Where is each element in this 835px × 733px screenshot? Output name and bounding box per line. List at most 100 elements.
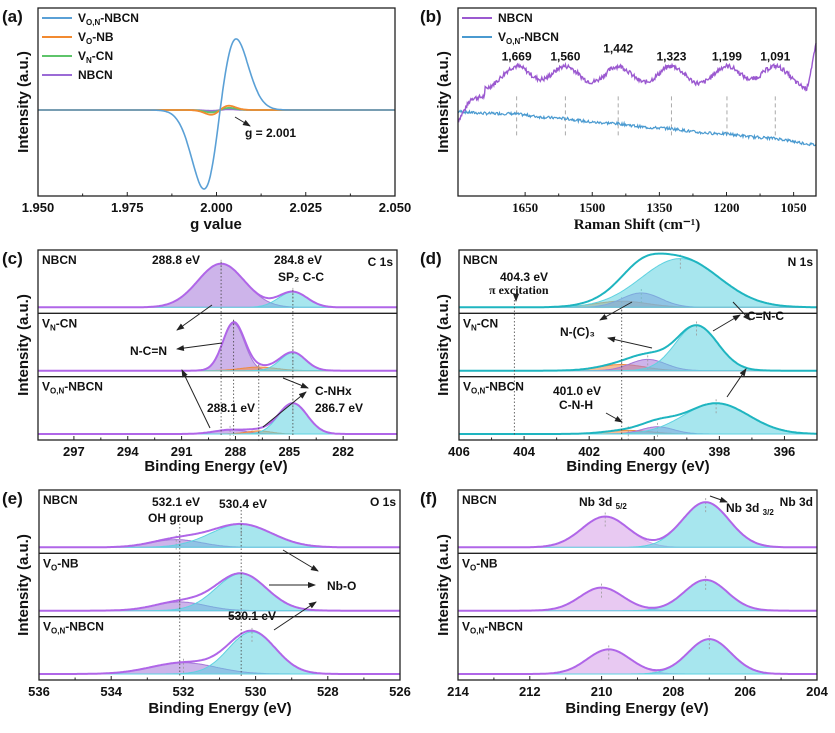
x-axis: 1650 1500 1350 1200 1050 bbox=[512, 192, 807, 215]
annotation-arrow bbox=[599, 301, 633, 321]
x-tick-label: 528 bbox=[317, 684, 339, 699]
annotation-arrow bbox=[732, 301, 751, 321]
envelope-line bbox=[38, 402, 397, 435]
annotation-arrow bbox=[605, 412, 623, 423]
x-axis-label: Binding Energy (eV) bbox=[565, 700, 708, 717]
x-tick-label: 208 bbox=[663, 684, 685, 699]
plot-frame bbox=[457, 7, 817, 197]
panel-a: (a) 1.950 1.975 2.000 2.025 2.050 g value In… bbox=[2, 7, 411, 233]
legend-label: NBCN bbox=[78, 68, 113, 82]
peak-labels: 1,669 1,560 1,442 1,323 1,199 1,091 bbox=[502, 42, 791, 64]
sample-label: VO,N-NBCN bbox=[43, 620, 104, 636]
x-tick-label: 534 bbox=[100, 684, 122, 699]
panel-label: (f) bbox=[420, 489, 437, 508]
x-tick-label: 214 bbox=[447, 684, 469, 699]
annotation-arrow bbox=[709, 495, 728, 503]
annotation-arrow bbox=[607, 336, 653, 349]
x-tick-label: 404 bbox=[513, 444, 535, 459]
annotation: C=N-C bbox=[747, 309, 784, 323]
plot-area bbox=[38, 38, 395, 190]
x-tick-label: 526 bbox=[389, 684, 411, 699]
y-axis-label: Intensity (a.u.) bbox=[15, 294, 32, 396]
annotation-nb3d52: Nb 3d 5/2 bbox=[579, 495, 627, 511]
legend-label: VO,N-NBCN bbox=[78, 11, 139, 27]
plot-area: NBCN VO-NB VO,N-NBCN bbox=[458, 493, 817, 675]
sample-label: VO-NB bbox=[462, 556, 498, 572]
x-tick-label: 1350 bbox=[646, 200, 672, 215]
plot-area: NBCN VN-CN VO,N-NBCN bbox=[459, 252, 818, 441]
x-tick-label: 1650 bbox=[512, 200, 538, 215]
peak-fill bbox=[459, 358, 817, 372]
peak-fill bbox=[458, 515, 817, 548]
plot-frame bbox=[37, 249, 398, 441]
plot-area: NBCN VO-NB VO,N-NBCN bbox=[39, 493, 400, 676]
x-tick-label: 406 bbox=[448, 444, 470, 459]
x-tick-label: 212 bbox=[519, 684, 541, 699]
sample-label: VN-CN bbox=[42, 316, 77, 332]
x-axis: 406 404 402 400 398 396 bbox=[448, 436, 795, 459]
annotation: 530.4 eV bbox=[219, 497, 267, 511]
annotation: 401.0 eV bbox=[553, 384, 601, 398]
x-axis-label: Binding Energy (eV) bbox=[148, 700, 291, 717]
peak-fill bbox=[38, 323, 397, 372]
panel-label: (d) bbox=[420, 249, 442, 268]
envelope-line bbox=[459, 252, 817, 309]
annotation-nb3d32: Nb 3d 3/2 bbox=[726, 501, 774, 517]
annotation: SP₂ C-C bbox=[278, 270, 324, 284]
legend: NBCN VO,N-NBCN bbox=[462, 11, 559, 46]
x-axis-label: Binding Energy (eV) bbox=[566, 458, 709, 475]
panel-title: C 1s bbox=[368, 255, 394, 269]
x-tick-label: 532 bbox=[173, 684, 195, 699]
envelope-line bbox=[39, 572, 400, 612]
annotation: 288.1 eV bbox=[207, 401, 255, 415]
annotation: 404.3 eV bbox=[500, 270, 548, 284]
x-tick-label: 398 bbox=[709, 444, 731, 459]
sample-label: NBCN bbox=[42, 253, 77, 267]
sample-label: NBCN bbox=[463, 253, 498, 267]
x-tick-label: 204 bbox=[806, 684, 828, 699]
x-tick-label: 1.950 bbox=[22, 200, 55, 215]
panel-label: (a) bbox=[2, 7, 23, 26]
panel-title: O 1s bbox=[370, 495, 396, 509]
x-tick-label: 2.025 bbox=[289, 200, 322, 215]
envelope-line bbox=[38, 262, 397, 309]
x-tick-label: 297 bbox=[63, 444, 85, 459]
panel-label: (c) bbox=[2, 249, 23, 268]
x-tick-label: 536 bbox=[28, 684, 50, 699]
sample-label: VO,N-NBCN bbox=[463, 380, 524, 396]
x-tick-label: 206 bbox=[734, 684, 756, 699]
peak-label: 1,560 bbox=[550, 50, 580, 64]
x-tick-label: 1050 bbox=[781, 200, 807, 215]
envelope-line bbox=[458, 578, 817, 612]
peak-label: 1,442 bbox=[603, 42, 633, 56]
envelope-line bbox=[458, 501, 817, 549]
x-tick-label: 402 bbox=[578, 444, 600, 459]
annotation: N-(C)₃ bbox=[560, 325, 595, 339]
panel-d: (d) NBCN VN-CN VO,N-NBCN 406 404 402 400 398 39… bbox=[420, 249, 818, 475]
annotation: C-NHx bbox=[315, 384, 352, 398]
annotation: 286.7 eV bbox=[315, 401, 363, 415]
x-tick-label: 2.050 bbox=[379, 200, 412, 215]
x-axis-label: Raman Shift (cm⁻¹) bbox=[574, 217, 701, 233]
legend-label: VO-NB bbox=[78, 30, 114, 46]
annotation-g-value: g = 2.001 bbox=[245, 126, 296, 140]
legend-label: VO,N-NBCN bbox=[498, 30, 559, 46]
y-axis-label: Intensity (a.u.) bbox=[15, 534, 32, 636]
panel-title: N 1s bbox=[788, 255, 814, 269]
x-tick-label: 285 bbox=[278, 444, 300, 459]
y-axis-label: Intensity (a.u.) bbox=[435, 534, 452, 636]
x-tick-label: 1500 bbox=[579, 200, 605, 215]
envelope-line bbox=[459, 402, 817, 435]
peak-fill bbox=[458, 648, 817, 675]
annotation-arrow bbox=[262, 391, 307, 428]
annotation-arrow bbox=[176, 304, 213, 331]
panel-label: (b) bbox=[420, 7, 442, 26]
x-axis-label: g value bbox=[190, 216, 242, 233]
annotation: C-N-H bbox=[559, 398, 593, 412]
sample-label: VO,N-NBCN bbox=[462, 620, 523, 636]
panel-b: (b) 1650 1500 1350 1200 1050 Raman Shift (cm… bbox=[420, 7, 817, 233]
x-tick-label: 396 bbox=[774, 444, 796, 459]
envelope-line bbox=[39, 522, 400, 549]
peak-label: 1,199 bbox=[712, 50, 742, 64]
peak-label: 1,323 bbox=[656, 50, 686, 64]
